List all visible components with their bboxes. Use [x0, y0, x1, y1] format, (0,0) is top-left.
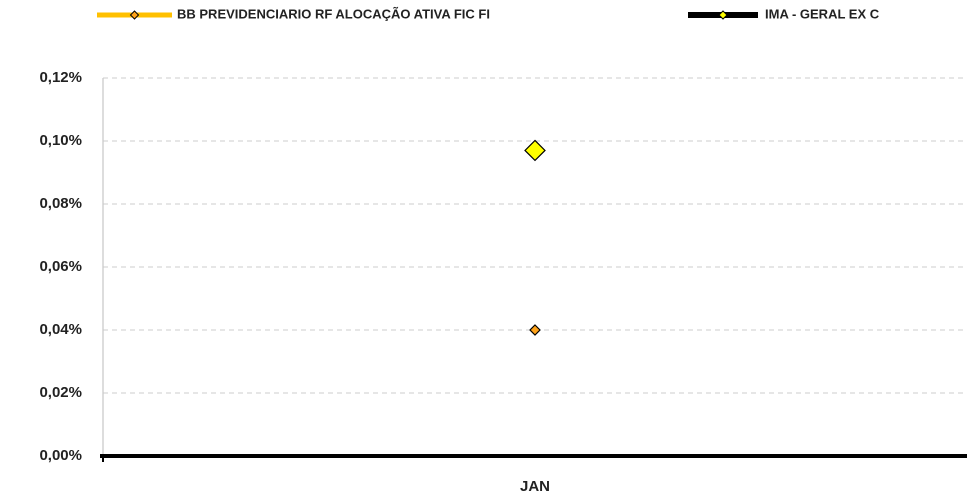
legend-label: IMA - GERAL EX C: [765, 6, 880, 21]
y-tick-label: 0,10%: [39, 132, 82, 149]
legend-marker: [718, 10, 728, 20]
y-tick-label: 0,08%: [39, 195, 82, 212]
y-tick-label: 0,04%: [39, 321, 82, 338]
y-tick-label: 0,02%: [39, 384, 82, 401]
y-tick-label: 0,06%: [39, 258, 82, 275]
legend-label: BB PREVIDENCIARIO RF ALOCAÇÃO ATIVA FIC …: [177, 6, 490, 21]
marker: [529, 324, 541, 336]
marker: [524, 139, 546, 162]
y-tick-label: 0,00%: [39, 447, 82, 464]
x-tick-label: JAN: [520, 478, 550, 495]
legend-marker: [129, 10, 140, 20]
y-tick-label: 0,12%: [39, 69, 82, 86]
